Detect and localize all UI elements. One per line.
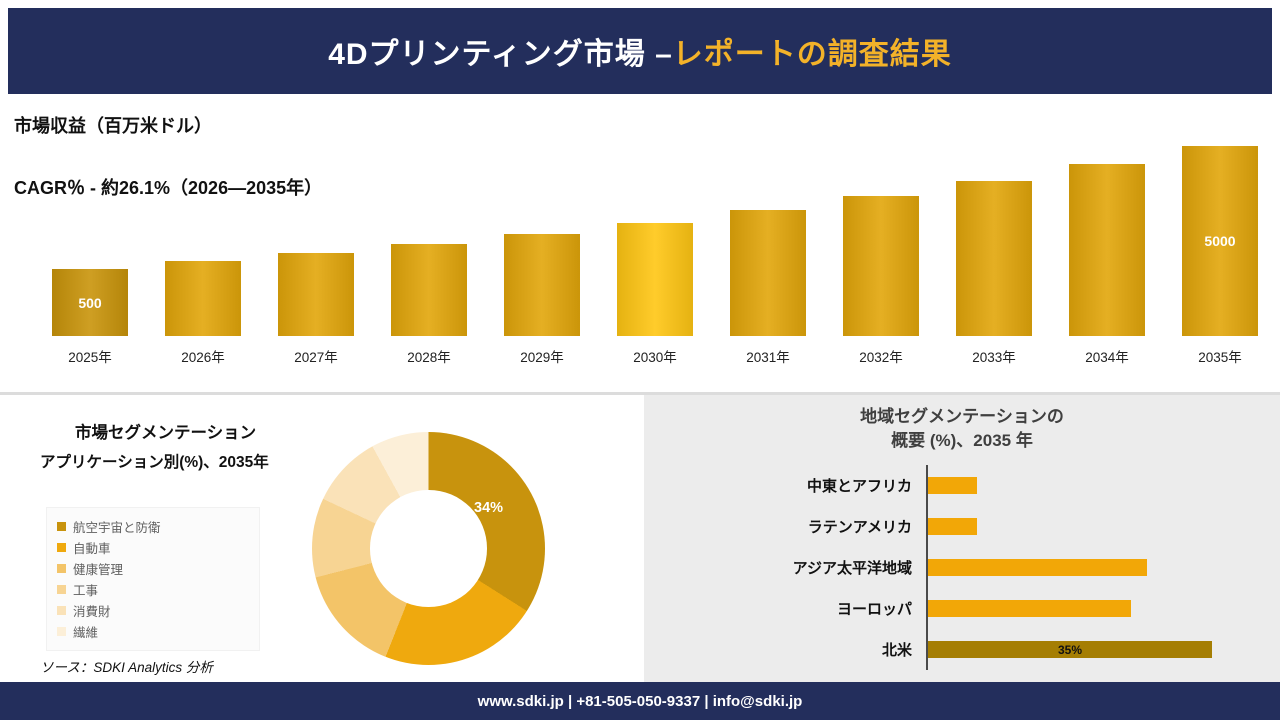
region-bar [928,559,1147,576]
revenue-bar-chart: 500 2025年 2026年 2027年 2028年 2029年 2030年 2031年 20… [52,140,1258,366]
x-axis-label: 2029年 [520,350,564,365]
legend-label: 工事 [73,584,99,598]
footer-contact-text: www.sdki.jp | +81-505-050-9337 | info@sd… [477,692,803,710]
revenue-bar [843,196,919,336]
regional-bar-chart: 中東とアフリカ ラテンアメリカアジア太平洋地域ヨーロッパ北米 35% [680,465,1250,670]
revenue-bar-column: 2032年 [843,140,919,366]
legend-swatch [57,627,66,636]
revenue-bar-column: 2031年 [730,140,806,366]
application-donut: 34% [312,432,545,665]
region-bar-row [928,588,1250,629]
revenue-bar: 5000 [1182,146,1258,336]
revenue-bar-column: 5000 2035年 [1182,140,1258,366]
legend-label: 健康管理 [73,563,124,577]
region-bar-row [928,465,1250,506]
header-banner: 4Dプリンティング市場 –レポートの調査結果 [8,8,1272,94]
revenue-bar-column: 2030年 [617,140,693,366]
legend-item: 航空宇宙と防衛 [57,516,249,537]
revenue-bar [1069,164,1145,336]
page-title-accent: レポートの調査結果 [672,38,952,71]
legend-item: 工事 [57,579,249,600]
page-title: 4Dプリンティング市場 –レポートの調査結果 [328,29,952,73]
region-label: アジア太平洋地域 [792,560,912,577]
footer-bar: www.sdki.jp | +81-505-050-9337 | info@sd… [0,682,1280,720]
region-bar [928,477,977,494]
region-bars: 35% [926,465,1250,670]
regional-title-line2: 概要 (%)、2035 年 [891,431,1033,450]
region-bar [928,600,1131,617]
legend-item: 消費財 [57,600,249,621]
revenue-bar-column: 2028年 [391,140,467,366]
bar-value-label: 35% [1057,642,1083,657]
region-label: ラテンアメリカ [807,519,912,536]
revenue-bar: 500 [52,269,128,336]
legend-swatch [57,543,66,552]
revenue-bar-column: 500 2025年 [52,140,128,366]
segmentation-title: 市場セグメンテーション [75,424,257,442]
region-labels: 中東とアフリカ ラテンアメリカアジア太平洋地域ヨーロッパ北米 [680,465,926,670]
revenue-bar [165,261,241,336]
revenue-bar-column: 2026年 [165,140,241,366]
legend-item: 自動車 [57,537,249,558]
region-label: ヨーロッパ [836,601,912,618]
legend-item: 健康管理 [57,558,249,579]
x-axis-label: 2027年 [294,350,338,365]
region-bar: 35% [928,641,1212,658]
x-axis-label: 2035年 [1198,350,1242,365]
region-label: 北米 [881,642,912,659]
legend-label: 消費財 [73,605,111,619]
source-note: ソース：SDKI Analytics 分析 [40,660,213,675]
revenue-chart-title: 市場収益（百万米ドル） [14,116,212,136]
x-axis-label: 2025年 [68,350,112,365]
region-bar-row: 35% [928,629,1250,670]
revenue-bar [504,234,580,336]
revenue-bar-column: 2033年 [956,140,1032,366]
revenue-bar-column: 2034年 [1069,140,1145,366]
region-bar-row [928,506,1250,547]
region-label: 中東とアフリカ [806,478,912,495]
revenue-bar [391,244,467,336]
revenue-bar-column: 2027年 [278,140,354,366]
legend-label: 繊維 [73,626,99,640]
x-axis-label: 2030年 [633,350,677,365]
donut-value-label: 34% [474,500,504,516]
revenue-bar [278,253,354,336]
revenue-bar [730,210,806,336]
legend-label: 航空宇宙と防衛 [73,521,161,535]
x-axis-label: 2033年 [972,350,1016,365]
x-axis-label: 2031年 [746,350,790,365]
page-title-main: 4Dプリンティング市場 – [328,38,673,71]
legend-swatch [57,564,66,573]
bar-value-label: 500 [78,294,102,311]
application-legend: 航空宇宙と防衛 自動車健康管理工事消費財繊維 [46,507,260,651]
segmentation-subtitle: アプリケーション別(%)、2035年 [40,454,269,471]
region-bar [928,518,977,535]
x-axis-label: 2028年 [407,350,451,365]
revenue-bar-column: 2029年 [504,140,580,366]
legend-label: 自動車 [73,542,111,556]
revenue-cagr-subtitle: CAGR％ - 約26.1%（2026―2035年） [14,178,323,198]
legend-swatch [57,522,66,531]
regional-title-line1: 地域セグメンテーションの [860,407,1064,426]
section-divider [0,392,1280,395]
legend-item: 繊維 [57,621,249,642]
regional-title: 地域セグメンテーションの 概要 (%)、2035 年 [644,405,1280,453]
regional-panel: 地域セグメンテーションの 概要 (%)、2035 年 中東とアフリカ ラテンアメリ… [644,395,1280,682]
bar-value-label: 5000 [1204,233,1236,249]
x-axis-label: 2032年 [859,350,903,365]
revenue-bar [617,223,693,336]
segmentation-panel: 市場セグメンテーション アプリケーション別(%)、2035年 航空宇宙と防衛 自動… [0,395,641,682]
x-axis-label: 2034年 [1085,350,1129,365]
x-axis-label: 2026年 [181,350,225,365]
region-bar-row [928,547,1250,588]
legend-swatch [57,606,66,615]
legend-swatch [57,585,66,594]
revenue-bar [956,181,1032,336]
